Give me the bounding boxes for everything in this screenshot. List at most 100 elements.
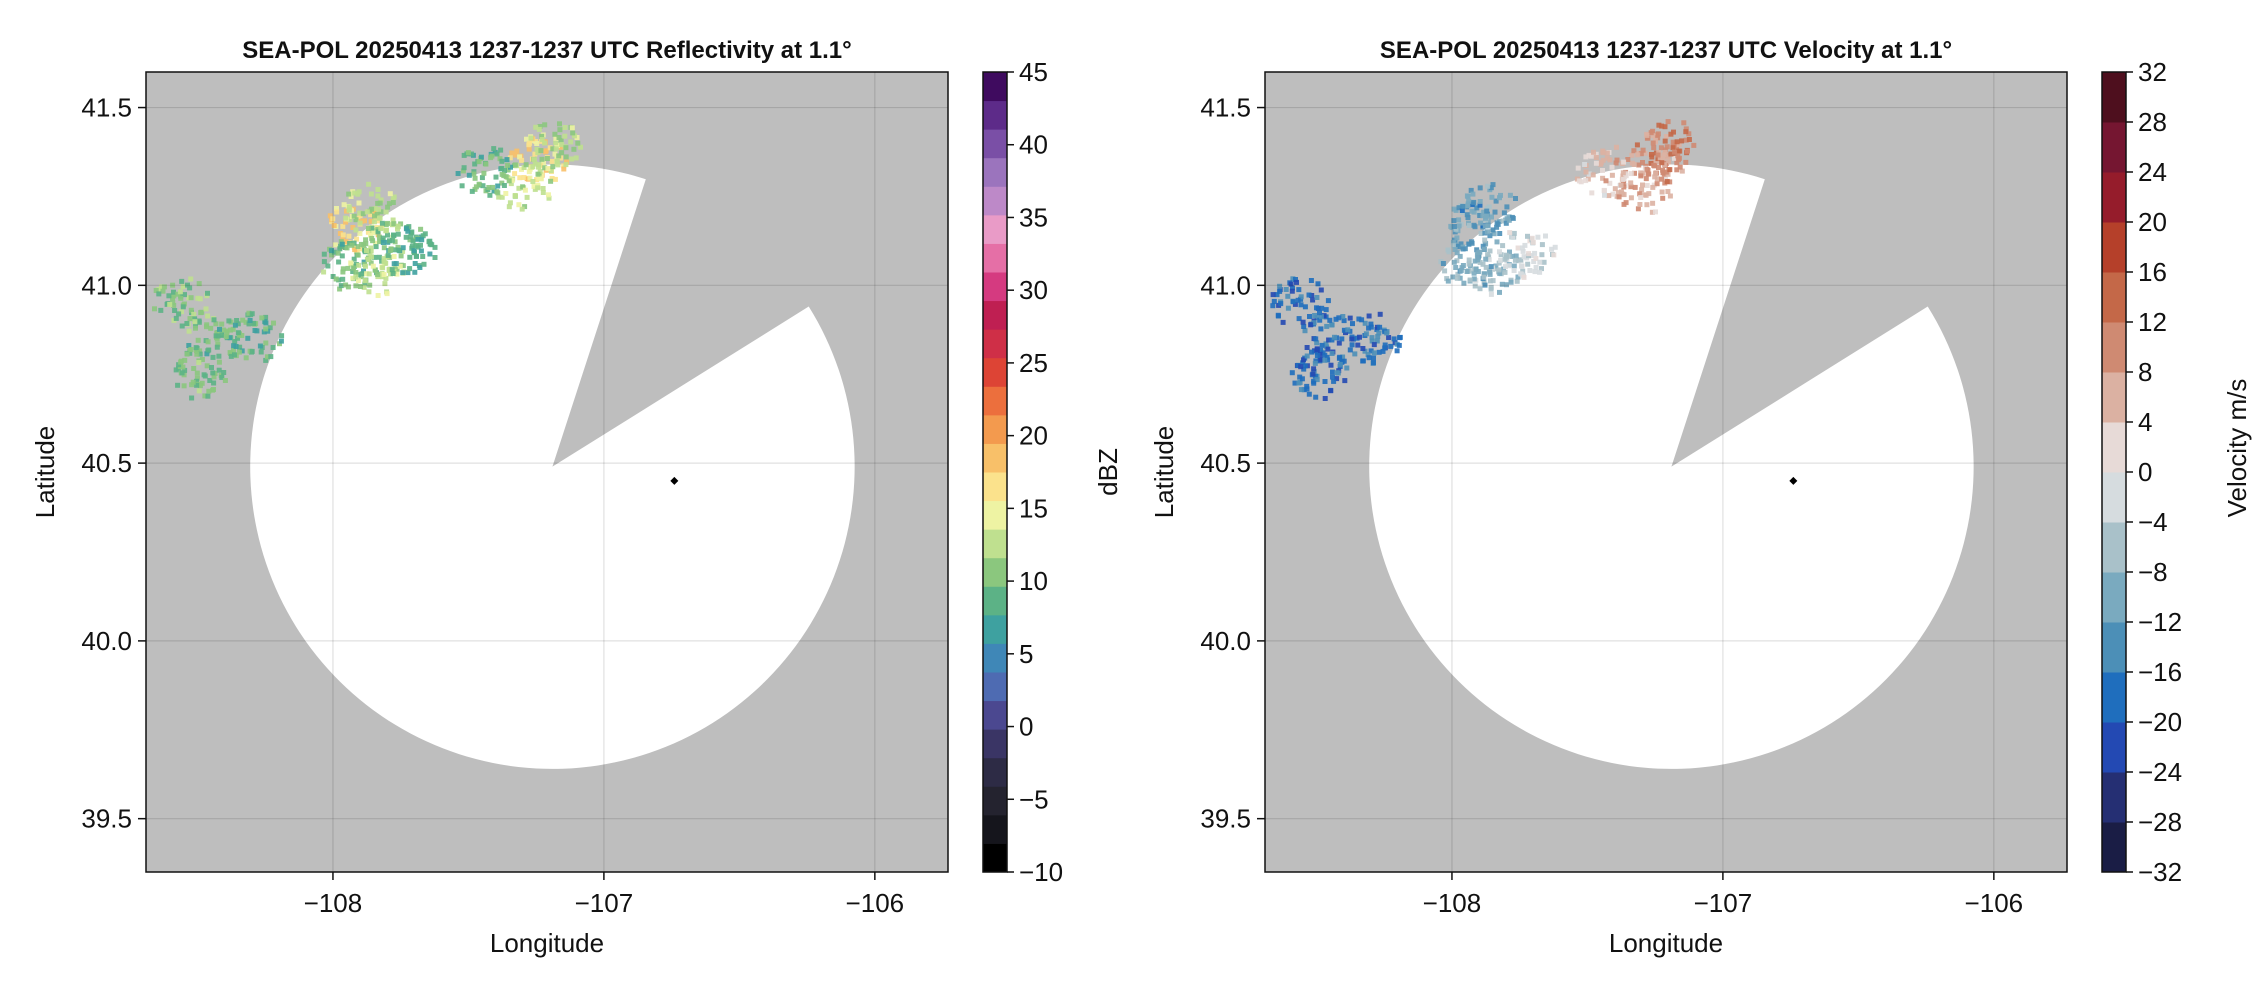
colorbar-tick-label: 20: [2138, 207, 2167, 237]
y-tick-label: 39.5: [81, 804, 132, 834]
colorbar-segment: [983, 357, 1007, 387]
colorbar-tick-label: 0: [1019, 712, 1033, 742]
colorbar-segment: [983, 472, 1007, 502]
colorbar-segment: [983, 786, 1007, 816]
colorbar-segment: [2102, 672, 2126, 723]
echo-cell: [152, 276, 210, 329]
colorbar-tick-label: −4: [2138, 507, 2168, 537]
y-tick-label: 41.5: [1200, 93, 1251, 123]
colorbar-tick-label: 40: [1019, 130, 1048, 160]
x-tick-label: −107: [1694, 888, 1753, 918]
colorbar-tick-label: 0: [2138, 457, 2152, 487]
colorbar-tick-label: 28: [2138, 107, 2167, 137]
colorbar-tick-label: 32: [2138, 57, 2167, 87]
radar-coverage-disk: [1369, 164, 1974, 769]
location-marker: [670, 476, 679, 485]
echo-cell: [345, 245, 407, 298]
colorbar-segment: [983, 100, 1007, 130]
colorbar-segment: [983, 700, 1007, 730]
echo-cell: [173, 345, 228, 401]
echo-cell: [223, 310, 285, 363]
colorbar-tick-label: −20: [2138, 707, 2182, 737]
colorbar-tick-label: 30: [1019, 275, 1048, 305]
colorbar-label: dBZ: [1093, 448, 1123, 496]
colorbar-tick-label: 24: [2138, 157, 2167, 187]
location-marker: [1789, 476, 1798, 485]
x-axis-label: Longitude: [490, 928, 604, 958]
colorbar-tick-label: 12: [2138, 307, 2167, 337]
colorbar-segment: [983, 586, 1007, 616]
colorbar-label: Velocity m/s: [2222, 379, 2252, 518]
colorbar-segment: [2102, 572, 2126, 623]
y-axis-label: Latitude: [30, 426, 60, 519]
colorbar-tick-label: 16: [2138, 257, 2167, 287]
colorbar-tick-label: 20: [1019, 421, 1048, 451]
colorbar-segment: [2102, 372, 2126, 423]
echo-cell: [1438, 239, 1494, 289]
echo-cell: [528, 121, 583, 174]
axes-frame: [1264, 71, 2068, 873]
radar-coverage-disk: [250, 164, 855, 769]
colorbar-segment: [2102, 822, 2126, 873]
colorbar-tick-label: 8: [2138, 357, 2152, 387]
colorbar-segment: [983, 72, 1007, 102]
colorbar-tick-label: −5: [1019, 784, 1049, 814]
colorbar-segment: [983, 672, 1007, 702]
colorbar-segment: [983, 272, 1007, 302]
colorbar-segment: [983, 243, 1007, 273]
echo-cell: [1289, 346, 1350, 401]
echo-cell: [1497, 230, 1558, 280]
colorbar-segment: [983, 386, 1007, 416]
x-tick-label: −106: [1965, 888, 2024, 918]
colorbar-segment: [983, 643, 1007, 673]
colorbar-segment: [2102, 522, 2126, 573]
x-tick-label: −108: [304, 888, 363, 918]
echo-cell: [1644, 119, 1697, 173]
echo-cell: [380, 226, 438, 276]
colorbar: −10 −5 0 5 10 15 20 25 30 35 40 45 dBZ: [982, 57, 1123, 887]
y-tick-label: 41.5: [81, 93, 132, 123]
colorbar-tick-label: 35: [1019, 202, 1048, 232]
y-tick-label: 40.0: [1200, 626, 1251, 656]
echo-cell: [1574, 144, 1634, 199]
colorbar-segment: [983, 557, 1007, 587]
colorbar-tick-label: −24: [2138, 757, 2182, 787]
y-tick-label: 40.0: [81, 626, 132, 656]
colorbar-segment: [983, 300, 1007, 330]
colorbar-segment: [983, 529, 1007, 559]
colorbar-segment: [983, 814, 1007, 844]
colorbar-segment: [983, 186, 1007, 216]
colorbar-segment: [983, 129, 1007, 159]
colorbar-segment: [983, 414, 1007, 444]
echo-cell: [1459, 182, 1518, 236]
colorbar-segment: [983, 443, 1007, 473]
colorbar-segment: [983, 329, 1007, 359]
panel-title: SEA-POL 20250413 1237-1237 UTC Velocity …: [1380, 37, 1952, 64]
y-axis-label: Latitude: [1149, 426, 1179, 519]
radar-panel-2: −108 −107 −106 39.5 40.0 40.5 41.0 41.5 SEA-POL …: [1149, 37, 2252, 958]
echo-cell: [455, 146, 513, 198]
colorbar-tick-label: −8: [2138, 557, 2168, 587]
axes-frame: [145, 71, 949, 873]
colorbar-tick-label: 4: [2138, 407, 2152, 437]
colorbar-tick-label: −16: [2138, 657, 2182, 687]
y-tick-label: 41.0: [81, 270, 132, 300]
y-tick-label: 39.5: [1200, 804, 1251, 834]
colorbar-segment: [2102, 472, 2126, 523]
echo-cell: [186, 313, 242, 365]
radar-panel-1: −108 −107 −106 39.5 40.0 40.5 41.0 41.5 SEA-POL …: [30, 37, 1123, 958]
colorbar-tick-label: 45: [1019, 57, 1048, 87]
colorbar-segment: [983, 729, 1007, 759]
y-tick-label: 41.0: [1200, 270, 1251, 300]
colorbar-segment: [2102, 272, 2126, 323]
colorbar-segment: [2102, 222, 2126, 273]
colorbar-tick-label: −10: [1019, 857, 1063, 887]
colorbar: −32 −28 −24 −20 −16 −12 −8 −4 0 4 8 12 16 20 24 28 32 Vel…: [2101, 57, 2252, 887]
colorbar-segment: [983, 757, 1007, 787]
y-tick-label: 40.5: [81, 448, 132, 478]
x-tick-label: −106: [846, 888, 905, 918]
colorbar-segment: [2102, 722, 2126, 773]
colorbar-segment: [2102, 622, 2126, 673]
colorbar-segment: [2102, 422, 2126, 473]
